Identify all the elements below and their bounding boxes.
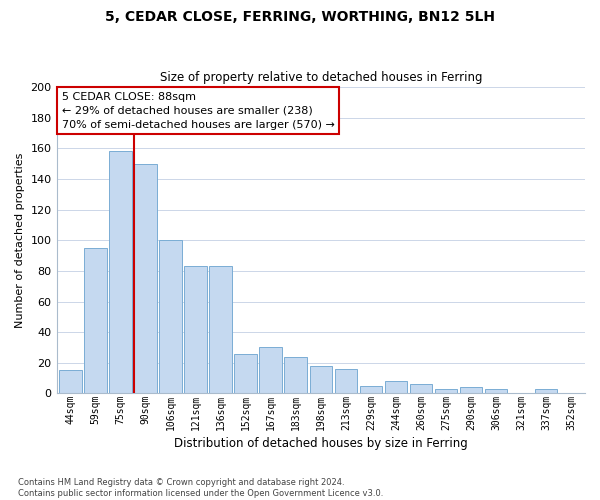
Bar bbox=[59, 370, 82, 394]
Y-axis label: Number of detached properties: Number of detached properties bbox=[15, 152, 25, 328]
Text: 5, CEDAR CLOSE, FERRING, WORTHING, BN12 5LH: 5, CEDAR CLOSE, FERRING, WORTHING, BN12 … bbox=[105, 10, 495, 24]
Text: Contains HM Land Registry data © Crown copyright and database right 2024.
Contai: Contains HM Land Registry data © Crown c… bbox=[18, 478, 383, 498]
Bar bbox=[335, 369, 357, 394]
Bar bbox=[134, 164, 157, 394]
Bar bbox=[109, 152, 131, 394]
Bar bbox=[410, 384, 432, 394]
Bar bbox=[535, 389, 557, 394]
Bar bbox=[209, 266, 232, 394]
Bar bbox=[235, 354, 257, 394]
Bar bbox=[259, 348, 282, 394]
Bar bbox=[284, 356, 307, 394]
Bar bbox=[460, 388, 482, 394]
X-axis label: Distribution of detached houses by size in Ferring: Distribution of detached houses by size … bbox=[174, 437, 467, 450]
Bar bbox=[485, 389, 508, 394]
Bar bbox=[310, 366, 332, 394]
Bar bbox=[435, 389, 457, 394]
Text: 5 CEDAR CLOSE: 88sqm
← 29% of detached houses are smaller (238)
70% of semi-deta: 5 CEDAR CLOSE: 88sqm ← 29% of detached h… bbox=[62, 92, 335, 130]
Title: Size of property relative to detached houses in Ferring: Size of property relative to detached ho… bbox=[160, 72, 482, 85]
Bar bbox=[385, 381, 407, 394]
Bar bbox=[159, 240, 182, 394]
Bar bbox=[359, 386, 382, 394]
Bar bbox=[184, 266, 207, 394]
Bar bbox=[84, 248, 107, 394]
